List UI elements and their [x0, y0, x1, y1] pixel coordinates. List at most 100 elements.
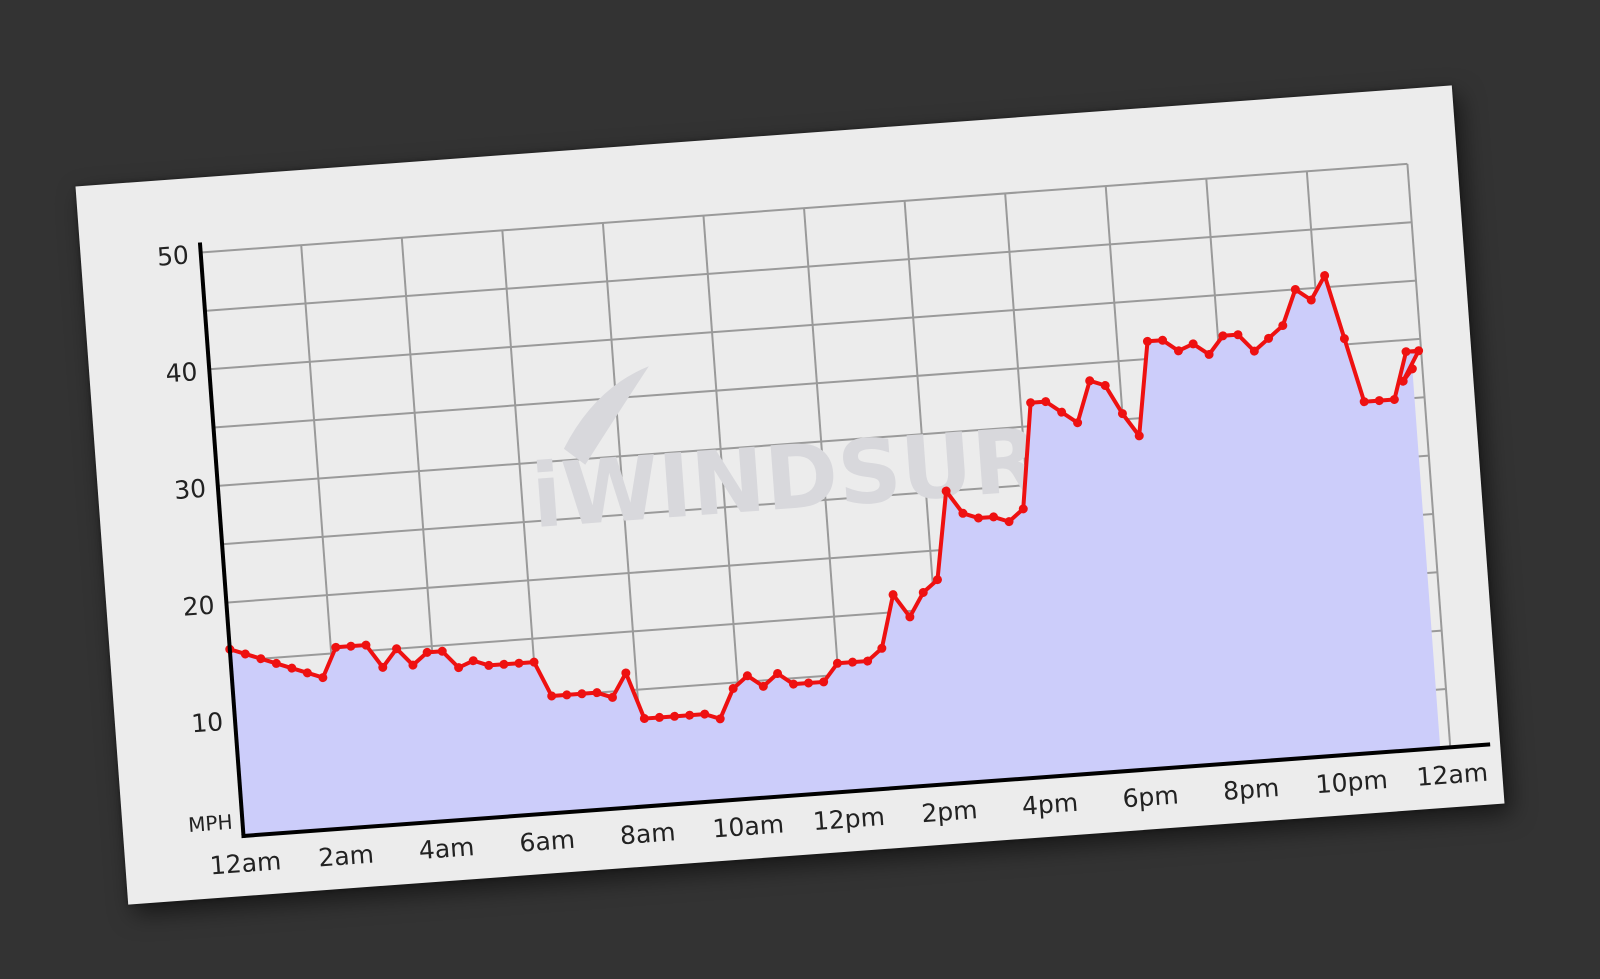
series-points	[225, 271, 1424, 724]
gust-point	[422, 647, 432, 657]
watermark-sail-icon	[563, 366, 649, 465]
gust-point	[562, 690, 572, 700]
gust-point	[1401, 347, 1411, 357]
gust-point	[773, 669, 783, 679]
gust-point	[1414, 346, 1424, 356]
y-axis-line	[197, 242, 246, 839]
x-tick-label: 4am	[418, 832, 476, 865]
gust-point	[1026, 398, 1036, 408]
x-tick-label: 12am	[1416, 758, 1489, 792]
gust-point	[742, 671, 752, 681]
gust-point	[499, 659, 509, 669]
gust-point	[1158, 335, 1168, 345]
gust-point	[484, 660, 494, 670]
gust-point	[271, 658, 281, 668]
gust-point	[1389, 394, 1399, 404]
gust-point	[577, 689, 587, 699]
grid-line-y	[204, 221, 1412, 312]
gust-point	[1320, 271, 1330, 281]
y-tick-label: 50	[156, 240, 190, 271]
gust-point	[905, 612, 915, 622]
y-tick-label: 20	[182, 590, 216, 621]
y-tick-label: 30	[173, 474, 207, 505]
gust-point	[392, 644, 402, 654]
gust-point	[378, 662, 388, 672]
sustained-area	[229, 275, 1441, 836]
gust-point	[639, 714, 649, 724]
gust-point	[256, 654, 266, 664]
gust-point	[437, 646, 447, 656]
gust-point	[1057, 407, 1067, 417]
gust-point	[361, 640, 371, 650]
gust-point	[592, 688, 602, 698]
gust-point	[1173, 346, 1183, 356]
gust-point	[408, 660, 418, 670]
gust-point	[1204, 349, 1214, 359]
tick-labels: 10 20 30 40 50 MPH 12am 2am 4am 6am 8am 10am 12pm 2pm…	[156, 240, 1489, 880]
x-tick-label: 6pm	[1122, 780, 1180, 813]
gust-point	[1004, 517, 1014, 527]
gust-point	[607, 692, 617, 702]
gust-point	[1407, 364, 1417, 374]
gust-point	[700, 709, 710, 719]
gust-point	[1339, 334, 1349, 344]
gust-point	[1100, 381, 1110, 391]
y-tick-label: 10	[190, 707, 224, 738]
grid-line-y	[209, 279, 1417, 371]
gust-point	[941, 486, 951, 496]
sustained-fill	[229, 275, 1441, 836]
gust-point	[529, 657, 539, 667]
x-tick-label: 4pm	[1021, 788, 1079, 821]
gust-point	[788, 679, 798, 689]
gust-point	[240, 649, 250, 659]
x-tick-label: 6am	[518, 825, 576, 858]
x-tick-label: 2am	[317, 839, 375, 872]
gust-point	[804, 678, 814, 688]
chart-card: iWINDSURF 10 20 30 40 50 MPH 12am 2am 4am 6am 8am 1…	[75, 85, 1505, 905]
gust-point	[1073, 418, 1083, 428]
gust-point	[728, 684, 738, 694]
gust-point	[302, 668, 312, 678]
x-tick-label: 10pm	[1315, 765, 1389, 799]
gust-point	[1134, 431, 1144, 441]
axes	[197, 242, 1491, 839]
gust-point	[547, 691, 557, 701]
gust-point	[1085, 376, 1095, 386]
gust-point	[1117, 409, 1127, 419]
gust-point	[932, 575, 942, 585]
x-tick-label: 12pm	[812, 802, 886, 836]
gust-point	[621, 668, 631, 678]
gust-point	[819, 677, 829, 687]
y-unit-label: MPH	[187, 810, 233, 837]
gust-point	[346, 641, 356, 651]
gust-point	[514, 658, 524, 668]
gust-point	[1306, 295, 1316, 305]
gust-point	[318, 673, 328, 683]
x-tick-label: 2pm	[920, 795, 978, 828]
x-tick-label: 12am	[209, 846, 282, 880]
gust-point	[287, 663, 297, 673]
gust-point	[1188, 339, 1198, 349]
x-tick-label: 8pm	[1222, 773, 1280, 806]
gust-point	[1264, 333, 1274, 343]
x-tick-label: 8am	[619, 817, 677, 850]
gust-point	[1278, 321, 1288, 331]
gust-point	[1218, 331, 1228, 341]
y-tick-label: 40	[165, 357, 199, 388]
gust-point	[685, 710, 695, 720]
gust-point	[1142, 336, 1152, 346]
gust-point	[888, 590, 898, 600]
gust-point	[832, 658, 842, 668]
gust-point	[1359, 397, 1369, 407]
gust-point	[1249, 346, 1259, 356]
gust-point	[758, 681, 768, 691]
gust-point	[468, 656, 478, 666]
gust-point	[863, 656, 873, 666]
gust-point	[848, 657, 858, 667]
x-axis-line	[241, 742, 1491, 839]
gust-point	[454, 663, 464, 673]
gust-point	[1233, 330, 1243, 340]
gust-point	[1398, 376, 1408, 386]
gust-point	[958, 508, 968, 518]
